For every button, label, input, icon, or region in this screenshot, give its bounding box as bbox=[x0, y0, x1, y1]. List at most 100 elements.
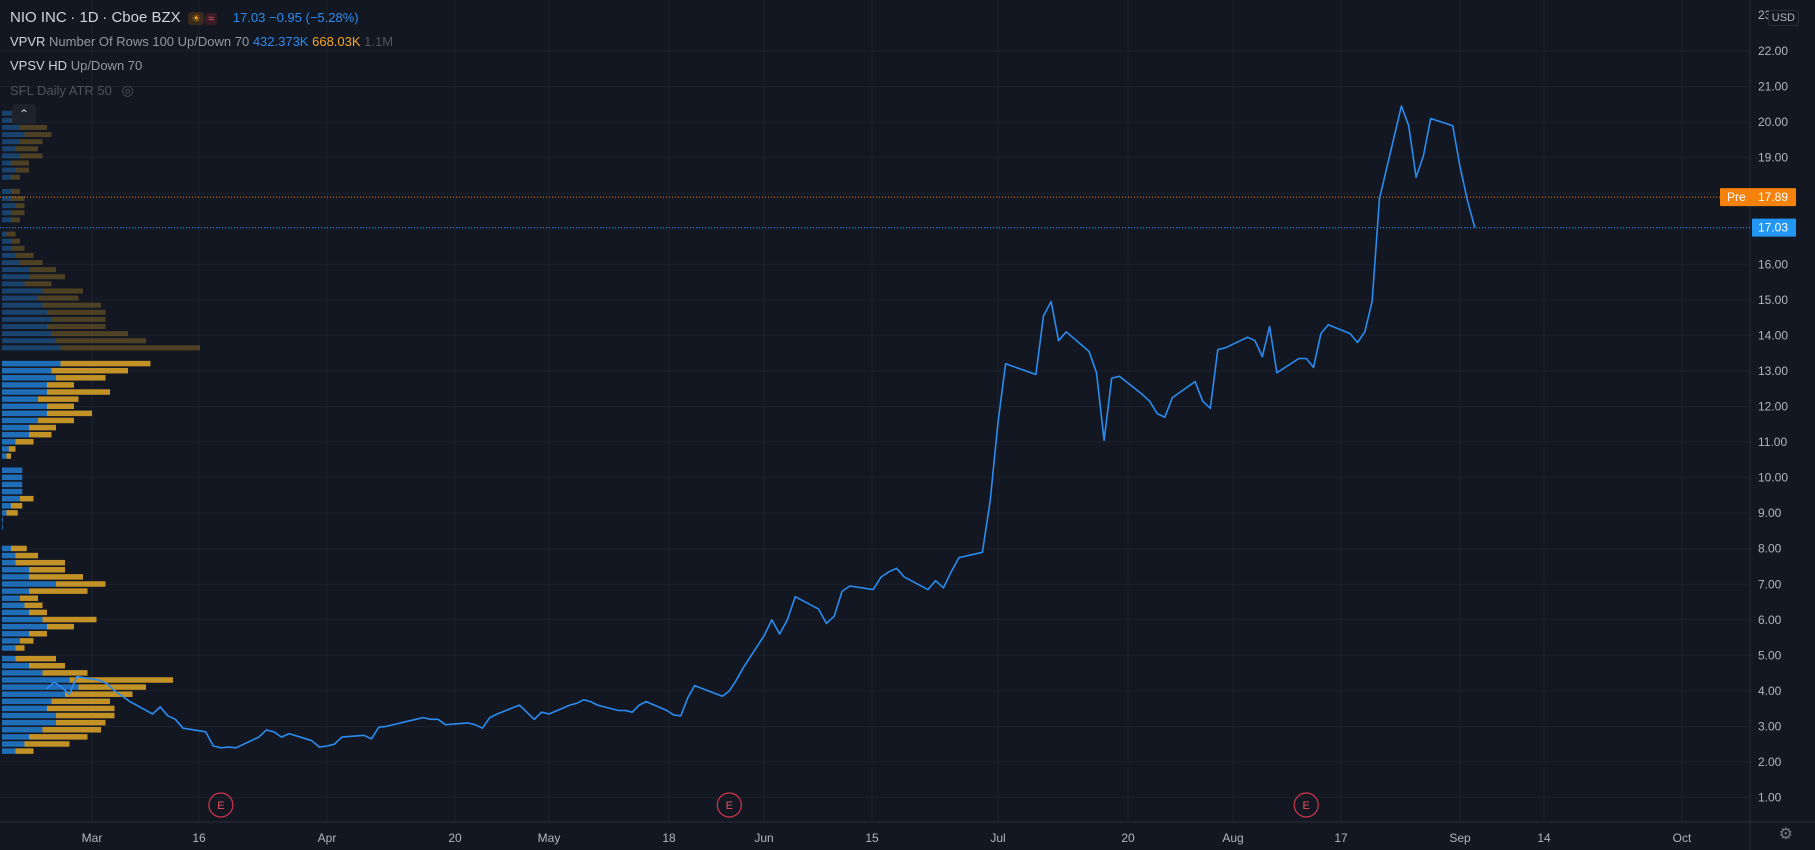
price-axis-tick-label: 3.00 bbox=[1758, 719, 1782, 733]
price-axis-tick-label: 11.00 bbox=[1758, 435, 1787, 449]
volume-profile-down-bar bbox=[38, 396, 79, 402]
volume-profile-up-bar bbox=[2, 160, 11, 166]
volume-profile-up-bar bbox=[2, 677, 70, 683]
volume-profile-down-bar bbox=[20, 124, 47, 130]
time-axis-label: 18 bbox=[662, 831, 676, 845]
volume-profile-up-bar bbox=[2, 389, 47, 395]
volume-profile-down-bar bbox=[15, 252, 34, 258]
volume-profile-down-bar bbox=[24, 741, 70, 747]
price-axis-tick-label: 1.00 bbox=[1758, 791, 1782, 805]
volume-profile-up-bar bbox=[2, 117, 11, 123]
volume-profile-up-bar bbox=[2, 188, 11, 194]
volume-profile-down-bar bbox=[51, 331, 128, 337]
volume-profile-down-bar bbox=[42, 288, 83, 294]
eye-hidden-icon[interactable]: ◎ bbox=[121, 82, 134, 98]
volume-profile-up-bar bbox=[2, 609, 29, 616]
volume-profile-down-bar bbox=[11, 238, 20, 244]
volume-profile-down-bar bbox=[20, 260, 43, 266]
sun-icon[interactable]: ☀ bbox=[188, 12, 205, 25]
volume-profile-down-bar bbox=[42, 727, 101, 733]
volume-profile-up-bar bbox=[2, 645, 16, 651]
volume-profile-up-bar bbox=[2, 309, 47, 315]
currency-label[interactable]: USD bbox=[1767, 10, 1799, 26]
interval[interactable]: 1D bbox=[79, 9, 99, 26]
vpvr-down-volume: 668.03K bbox=[312, 34, 361, 49]
volume-profile-up-bar bbox=[2, 324, 47, 330]
volume-profile-up-bar bbox=[2, 488, 23, 495]
earnings-marker-label: E bbox=[726, 800, 733, 812]
volume-profile-up-bar bbox=[2, 302, 43, 308]
volume-profile-up-bar bbox=[2, 545, 11, 552]
volume-profile-down-bar bbox=[11, 545, 27, 552]
volume-profile-down-bar bbox=[20, 638, 34, 644]
volume-profile-down-bar bbox=[11, 217, 20, 223]
volume-profile-up-bar bbox=[2, 367, 52, 374]
volume-profile-up-bar bbox=[2, 338, 56, 344]
volume-profile-down-bar bbox=[38, 295, 79, 301]
volume-profile-down-bar bbox=[29, 274, 65, 280]
volume-profile-down-bar bbox=[24, 281, 52, 287]
price-axis-tick-label: 10.00 bbox=[1758, 471, 1788, 485]
volume-profile-down-bar bbox=[20, 595, 38, 601]
volume-profile-up-bar bbox=[2, 503, 11, 509]
volume-profile-up-bar bbox=[2, 481, 23, 488]
volume-profile-down-bar bbox=[15, 439, 34, 445]
vpvr-legend[interactable]: VPVR Number Of Rows 100 Up/Down 70 432.3… bbox=[10, 34, 393, 49]
volume-profile-up-bar bbox=[2, 424, 29, 431]
vpvr-name: VPVR bbox=[10, 34, 46, 49]
volume-profile-up-bar bbox=[2, 267, 29, 273]
wave-icon[interactable]: ≈ bbox=[205, 13, 218, 25]
volume-profile-up-bar bbox=[2, 274, 29, 280]
volume-profile-down-bar bbox=[47, 403, 74, 409]
price-axis-tick-label: 20.00 bbox=[1758, 115, 1788, 129]
volume-profile-up-bar bbox=[2, 631, 29, 637]
time-axis-label: Jun bbox=[754, 831, 773, 845]
volume-profile-down-bar bbox=[29, 431, 52, 438]
price-axis-tick-label: 22.00 bbox=[1758, 44, 1788, 58]
volume-profile-down-bar bbox=[15, 748, 34, 754]
volume-profile-up-bar bbox=[2, 474, 23, 481]
price-line-series bbox=[45, 105, 1476, 749]
volume-profile-up-bar bbox=[2, 139, 20, 145]
volume-profile-down-bar bbox=[24, 602, 43, 609]
volume-profile-down-bar bbox=[11, 245, 25, 251]
volume-profile-up-bar bbox=[2, 281, 25, 287]
symbol-legend[interactable]: NIO INC · 1D · Cboe BZX ☀ ≈ 17.03 −0.95 (… bbox=[10, 9, 359, 26]
volume-profile-up-bar bbox=[2, 684, 79, 690]
atr-legend[interactable]: SFL Daily ATR 50 ◎ bbox=[10, 82, 134, 99]
volume-profile-up-bar bbox=[2, 345, 61, 351]
earnings-marker-circle bbox=[1293, 792, 1319, 818]
settings-gear-icon[interactable]: ⚙ bbox=[1778, 826, 1793, 843]
collapse-legend-button[interactable]: ⌃ bbox=[12, 104, 36, 124]
volume-profile-up-bar bbox=[2, 331, 52, 337]
vpsv-legend[interactable]: VPSV HD Up/Down 70 bbox=[10, 58, 142, 73]
volume-profile-up-bar bbox=[2, 712, 56, 719]
volume-profile-down-bar bbox=[29, 424, 56, 431]
volume-profile-down-bar bbox=[56, 375, 106, 381]
volume-profile-up-bar bbox=[2, 132, 25, 138]
volume-profile-up-bar bbox=[2, 417, 38, 424]
volume-profile-up-bar bbox=[2, 245, 11, 251]
vpsv-name: VPSV HD bbox=[10, 58, 68, 73]
volume-profile-down-bar bbox=[11, 188, 20, 194]
volume-profile-down-bar bbox=[47, 410, 92, 417]
volume-profile-up-bar bbox=[2, 238, 11, 244]
volume-profile-up-bar bbox=[2, 638, 20, 644]
time-axis-label: 14 bbox=[1537, 831, 1551, 845]
volume-profile-down-bar bbox=[51, 698, 110, 705]
volume-profile-down-bar bbox=[42, 616, 97, 623]
volume-profile-down-bar bbox=[65, 691, 133, 697]
volume-profile-up-bar bbox=[2, 495, 20, 502]
volume-profile-up-bar bbox=[2, 410, 47, 417]
vpvr-total-volume: 1.1M bbox=[364, 34, 394, 49]
exchange: Cboe BZX bbox=[111, 9, 181, 26]
price-axis-tick-label: 9.00 bbox=[1758, 506, 1782, 520]
volume-profile-up-bar bbox=[2, 467, 23, 473]
price-axis-tick-label: 15.00 bbox=[1758, 293, 1788, 307]
volume-profile-up-bar bbox=[2, 517, 3, 523]
time-axis-label: 17 bbox=[1334, 831, 1348, 845]
volume-profile-down-bar bbox=[60, 345, 200, 351]
volume-profile-down-bar bbox=[6, 231, 16, 237]
symbol-name[interactable]: NIO INC bbox=[10, 9, 67, 26]
